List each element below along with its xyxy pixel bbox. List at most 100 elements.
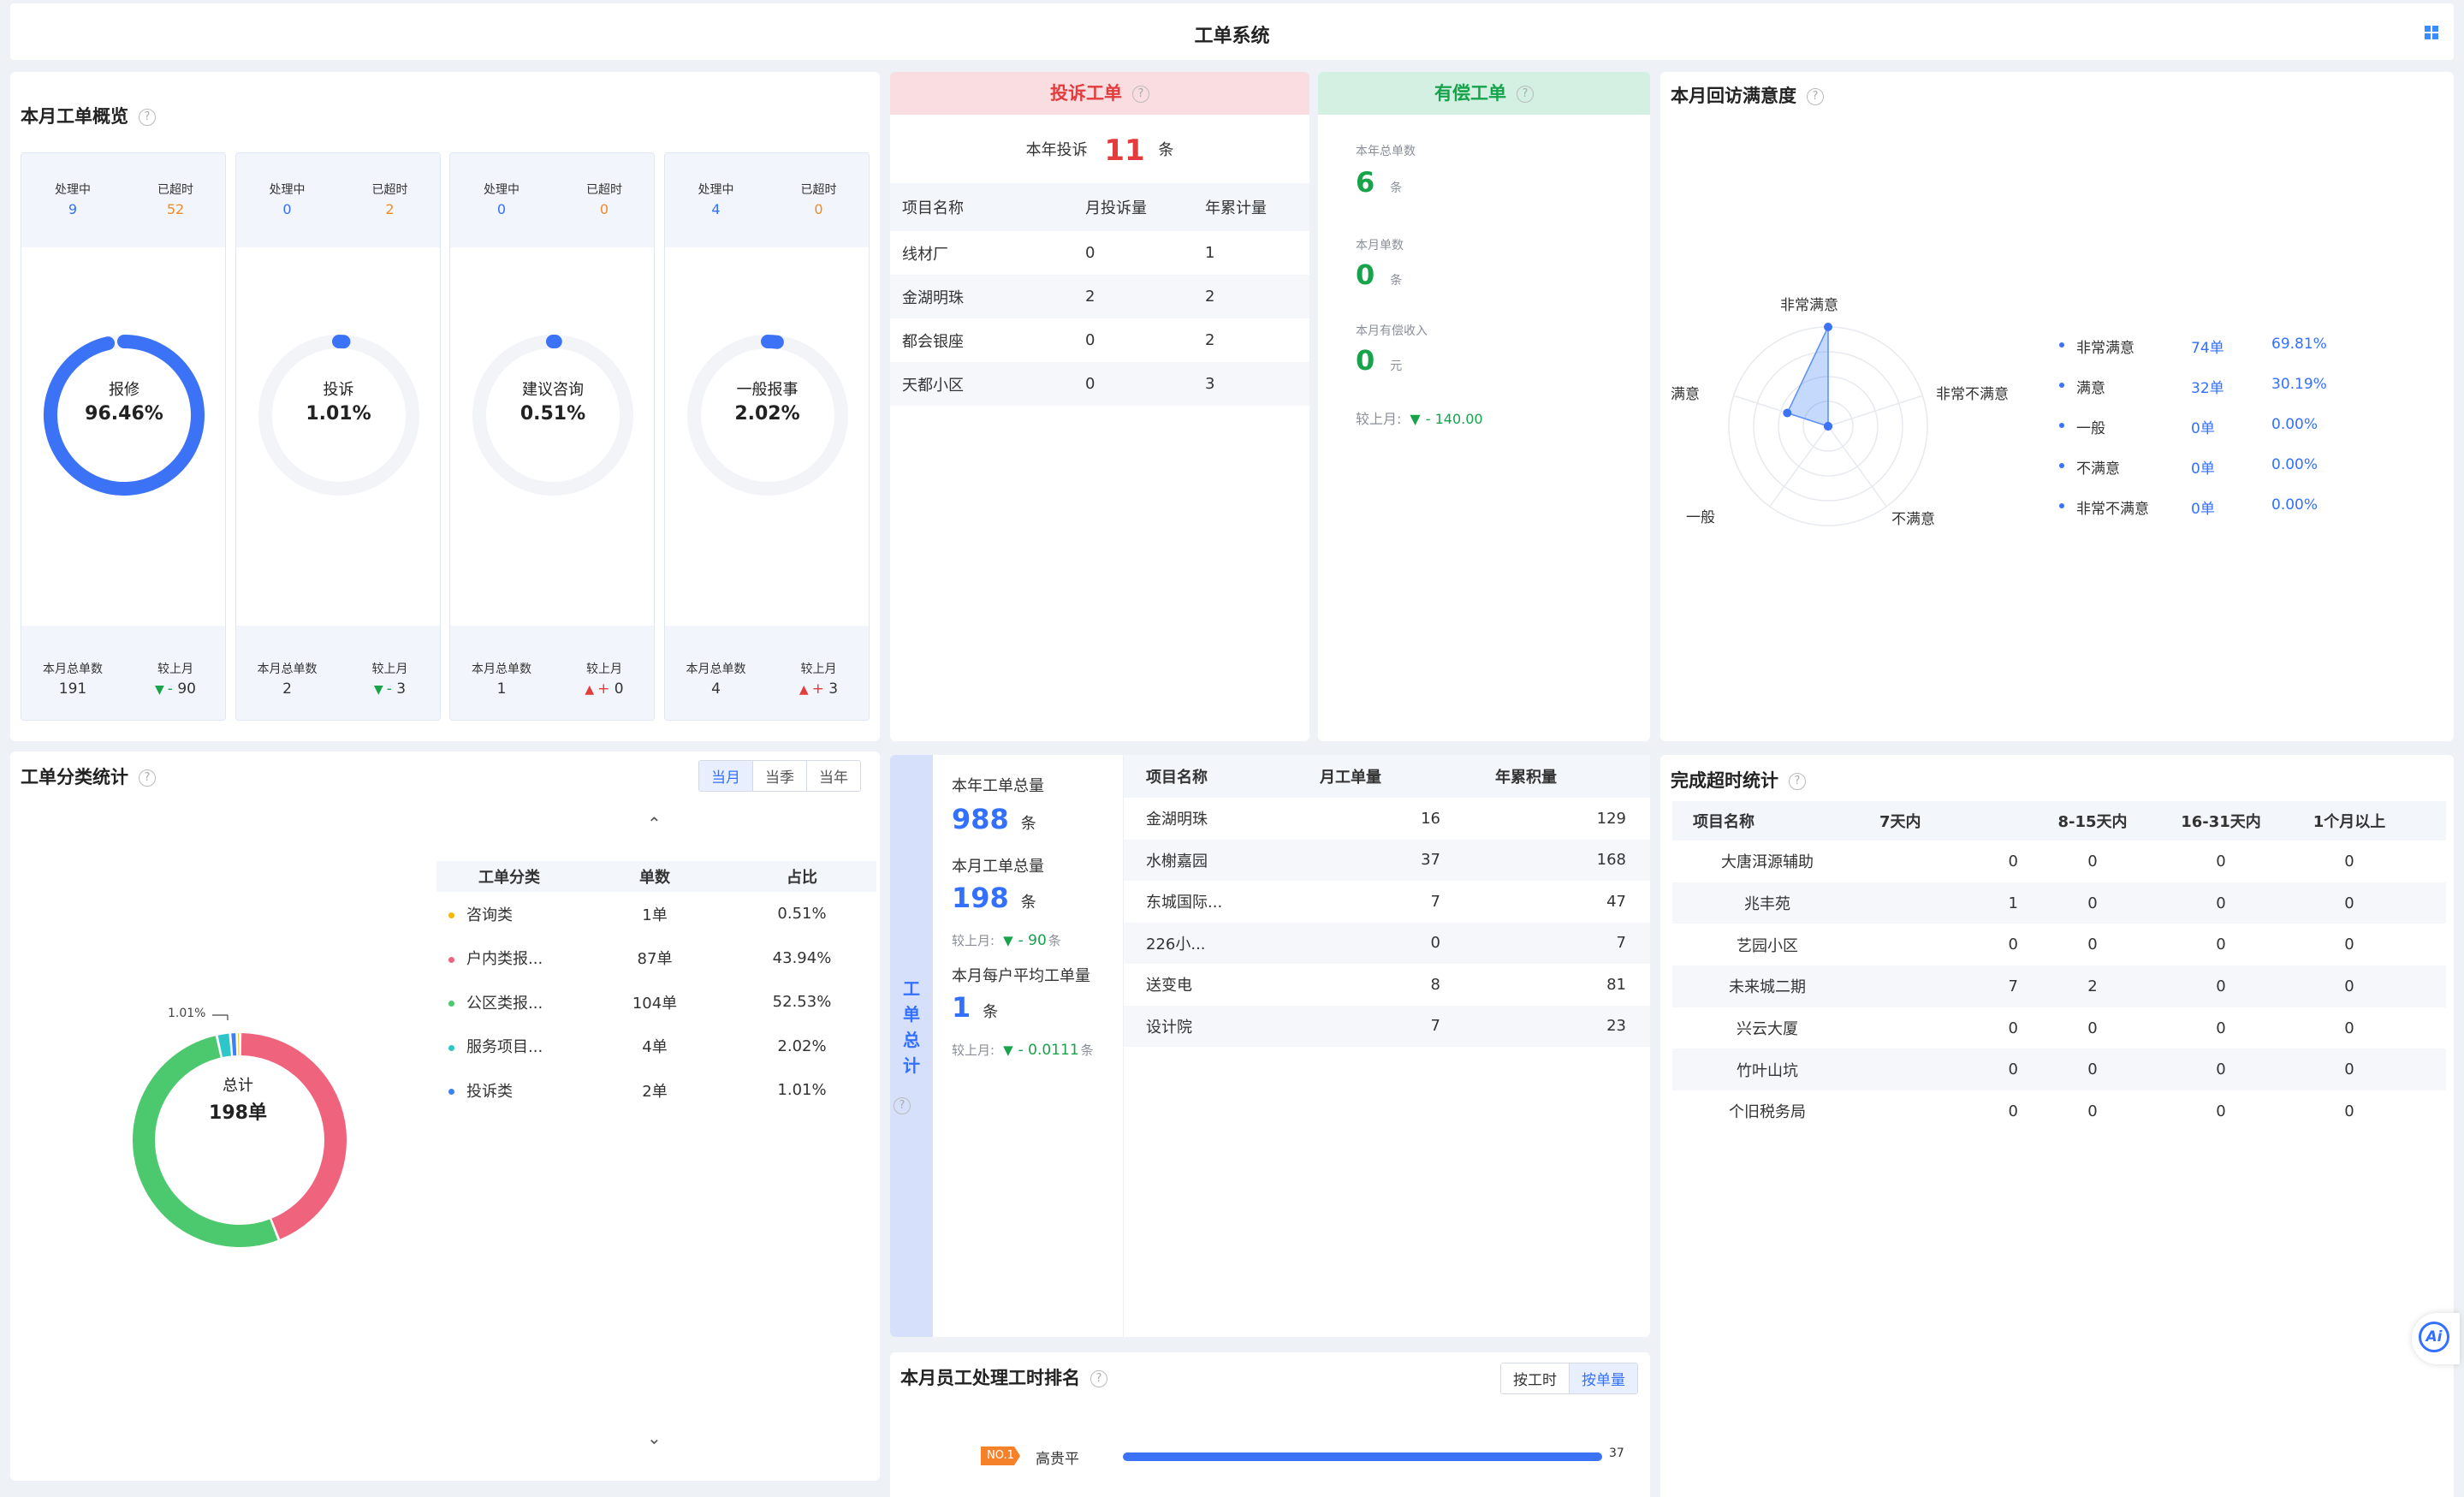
table-row[interactable]: 兆丰苑 1 0 0 0: [1672, 882, 2446, 924]
table-row[interactable]: 大唐洱源辅助 0 0 0 0: [1672, 841, 2446, 882]
totals-avg-label: 本月每户平均工单量: [952, 967, 1090, 985]
table-cell: 7: [2008, 977, 2018, 995]
table-cell: 0: [2216, 1060, 2226, 1079]
table-row[interactable]: 兴云大厦 0 0 0 0: [1672, 1007, 2446, 1049]
ai-assistant-button[interactable]: Ai: [2412, 1313, 2460, 1364]
table-cell: 2: [1205, 288, 1215, 306]
help-icon[interactable]: ?: [1132, 86, 1149, 103]
table-row[interactable]: 线材厂 0 1: [890, 231, 1309, 275]
table-row[interactable]: 都会银座 0 2: [890, 318, 1309, 362]
card-bottom-stats: 本月总单数 较上月 4 ▲ + 3: [664, 626, 869, 720]
satisfaction-panel: 本月回访满意度? 非常满意 非常不满意 不满意 一般 满意 非常满意 74单 69.81% 满…: [1660, 72, 2454, 741]
category-name-cell: 咨询类: [436, 903, 582, 925]
table-row[interactable]: 设计院 7 23: [1124, 1005, 1650, 1047]
compare-label: 较上月: [371, 662, 408, 676]
table-row[interactable]: 个旧税务局 0 0 0 0: [1672, 1090, 2446, 1132]
table-cell: 0: [1085, 244, 1095, 262]
table-row[interactable]: 送变电 8 81: [1124, 964, 1650, 1006]
list-item[interactable]: 咨询类 1单 0.51%: [436, 892, 876, 936]
table-cell: 0: [2087, 894, 2098, 912]
compare-label: 较上月: [586, 662, 622, 676]
category-period-tabs: 当月 当季 当年: [698, 760, 861, 792]
table-row[interactable]: 艺园小区 0 0 0 0: [1672, 924, 2446, 965]
category-col-count: 单数: [639, 869, 670, 887]
help-icon[interactable]: ?: [1789, 773, 1806, 790]
legend-item[interactable]: 一般 0单 0.00%: [2059, 416, 2436, 437]
help-icon[interactable]: ?: [894, 1097, 911, 1114]
table-row[interactable]: 226小... 0 7: [1124, 922, 1650, 964]
overview-card[interactable]: 处理中 已超时 0 2 投诉 1.01% 本月总单数 较上月 2 ▼ - 3: [235, 152, 441, 721]
legend-item[interactable]: 满意 32单 30.19%: [2059, 376, 2436, 397]
legend-item[interactable]: 非常满意 74单 69.81%: [2059, 336, 2436, 357]
tab-month[interactable]: 当月: [699, 761, 753, 791]
tab-by-hours[interactable]: 按工时: [1501, 1363, 1570, 1393]
tab-by-count[interactable]: 按单量: [1570, 1363, 1637, 1393]
help-icon[interactable]: ?: [139, 769, 156, 787]
help-icon[interactable]: ?: [1090, 1370, 1107, 1387]
grid-menu-icon[interactable]: [2425, 26, 2438, 39]
overtime-table: 项目名称 7天内 8-15天内 16-31天内 1个月以上 大唐洱源辅助 0 0 0 0…: [1672, 801, 2446, 1132]
down-arrow-icon: ▼: [373, 683, 383, 697]
category-name: 户内类报...: [466, 950, 543, 969]
paid-month-value: 0: [1356, 258, 1375, 291]
overview-card[interactable]: 处理中 已超时 9 52 报修 96.46% 本月总单数 较上月 191 ▼ - 90: [21, 152, 226, 721]
chevron-up-icon[interactable]: ⌃: [647, 813, 662, 834]
compare-delta: -: [167, 680, 178, 698]
table-cell: 168: [1596, 851, 1626, 870]
chevron-down-icon[interactable]: ⌄: [647, 1428, 662, 1448]
table-row[interactable]: 水榭嘉园 37 168: [1124, 839, 1650, 881]
table-cell: 1: [1205, 244, 1215, 262]
category-pct: 43.94%: [772, 948, 832, 967]
overview-card[interactable]: 处理中 已超时 0 0 建议咨询 0.51% 本月总单数 较上月 1 ▲ + 0: [449, 152, 655, 721]
total-label: 本月总单数: [686, 662, 746, 676]
ranking-panel: 本月员工处理工时排名? 按工时 按单量 NO.1 高贵平 37: [890, 1352, 1650, 1497]
help-icon[interactable]: ?: [1517, 86, 1534, 103]
complaints-panel: 投诉工单? 本年投诉 11 条 项目名称 月投诉量 年累计量 线材厂 0 1 金湖明珠…: [890, 72, 1309, 741]
table-row[interactable]: 金湖明珠 16 129: [1124, 798, 1650, 840]
list-item[interactable]: 户内类报... 87单 43.94%: [436, 936, 876, 981]
table-cell: 1: [2008, 894, 2018, 912]
total-label: 本月总单数: [472, 662, 531, 676]
table-cell: 送变电: [1146, 977, 1192, 995]
paid-month-unit: 条: [1390, 274, 1403, 288]
overdue-value: 0: [814, 201, 823, 217]
card-gauge: [44, 335, 205, 496]
card-gauge: [472, 335, 633, 496]
legend-item[interactable]: 非常不满意 0单 0.00%: [2059, 496, 2436, 518]
table-row[interactable]: 未来城二期 7 2 0 0: [1672, 965, 2446, 1007]
help-icon[interactable]: ?: [139, 109, 156, 126]
totals-col-year: 年累积量: [1495, 769, 1557, 787]
help-icon[interactable]: ?: [1807, 88, 1824, 105]
list-item[interactable]: 投诉类 2单 1.01%: [436, 1068, 876, 1113]
legend-name: 一般: [2076, 420, 2105, 437]
table-cell: 0: [2008, 852, 2018, 870]
card-name: 一般报事: [736, 381, 799, 399]
legend-item[interactable]: 不满意 0单 0.00%: [2059, 456, 2436, 478]
card-gauge: [686, 335, 848, 496]
table-row[interactable]: 竹叶山坑 0 0 0 0: [1672, 1048, 2446, 1091]
table-row[interactable]: 天都小区 0 3: [890, 362, 1309, 406]
tab-quarter[interactable]: 当季: [753, 761, 807, 791]
list-item[interactable]: 公区类报... 104单 52.53%: [436, 980, 876, 1025]
page-title: 工单系统: [1194, 26, 1270, 47]
overview-card[interactable]: 处理中 已超时 4 0 一般报事 2.02% 本月总单数 较上月 4 ▲ + 3: [663, 152, 870, 721]
category-col-name: 工单分类: [478, 869, 540, 887]
legend-name: 非常满意: [2076, 340, 2134, 357]
table-cell: 0: [2008, 1102, 2018, 1120]
satisfaction-title: 本月回访满意度?: [1671, 82, 1824, 108]
table-row[interactable]: 东城国际... 7 47: [1124, 881, 1650, 923]
table-cell: 金湖明珠: [902, 288, 964, 307]
table-cell: 东城国际...: [1146, 894, 1223, 912]
table-cell: 0: [2008, 1019, 2018, 1037]
card-bottom-stats: 本月总单数 较上月 1 ▲ + 0: [450, 626, 654, 720]
list-item[interactable]: 服务项目... 4单 2.02%: [436, 1025, 876, 1069]
legend-name: 不满意: [2076, 460, 2120, 478]
tab-year[interactable]: 当年: [807, 761, 860, 791]
table-cell: 0: [2344, 1102, 2354, 1120]
table-cell: 2: [1085, 288, 1095, 306]
totals-col-month: 月工单量: [1320, 769, 1381, 787]
table-row[interactable]: 金湖明珠 2 2: [890, 275, 1309, 318]
donut-slice: [133, 1036, 278, 1247]
total-value: 191: [58, 680, 87, 698]
